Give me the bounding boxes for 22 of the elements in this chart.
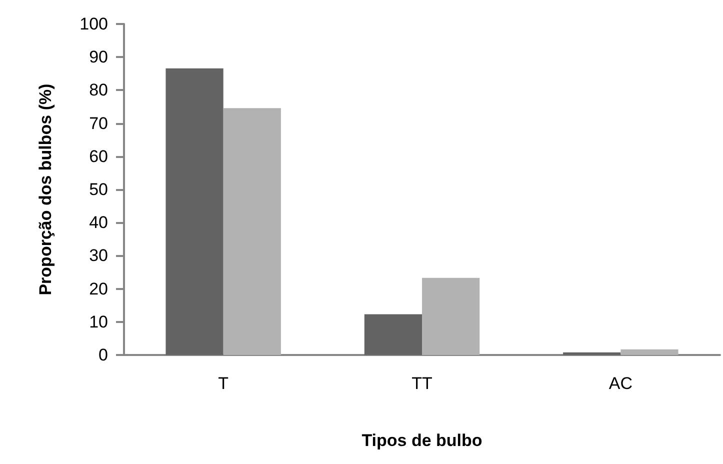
y-axis-title: Proporção dos bulbos (%) xyxy=(36,84,55,296)
y-tick-label: 60 xyxy=(89,146,108,166)
y-tick-label: 30 xyxy=(89,246,108,266)
y-tick-label: 10 xyxy=(89,312,108,332)
x-tick-label: T xyxy=(218,374,229,393)
bar xyxy=(422,278,480,355)
x-axis-title: Tipos de bulbo xyxy=(362,431,482,450)
bar xyxy=(364,314,422,355)
y-tick-label: 100 xyxy=(80,14,108,34)
y-tick-label: 0 xyxy=(98,346,108,364)
y-tick-label: 70 xyxy=(89,114,108,133)
y-tick-label: 40 xyxy=(89,213,108,232)
bar xyxy=(166,68,224,355)
bar xyxy=(223,108,281,355)
bar xyxy=(620,349,678,355)
bar xyxy=(563,352,621,355)
y-tick-label: 20 xyxy=(89,279,108,298)
x-tick-label: AC xyxy=(608,374,632,393)
x-tick-label: TT xyxy=(412,374,432,393)
y-tick-label: 90 xyxy=(89,48,108,67)
y-tick-label: 50 xyxy=(89,180,108,199)
y-tick-label: 80 xyxy=(89,80,108,100)
